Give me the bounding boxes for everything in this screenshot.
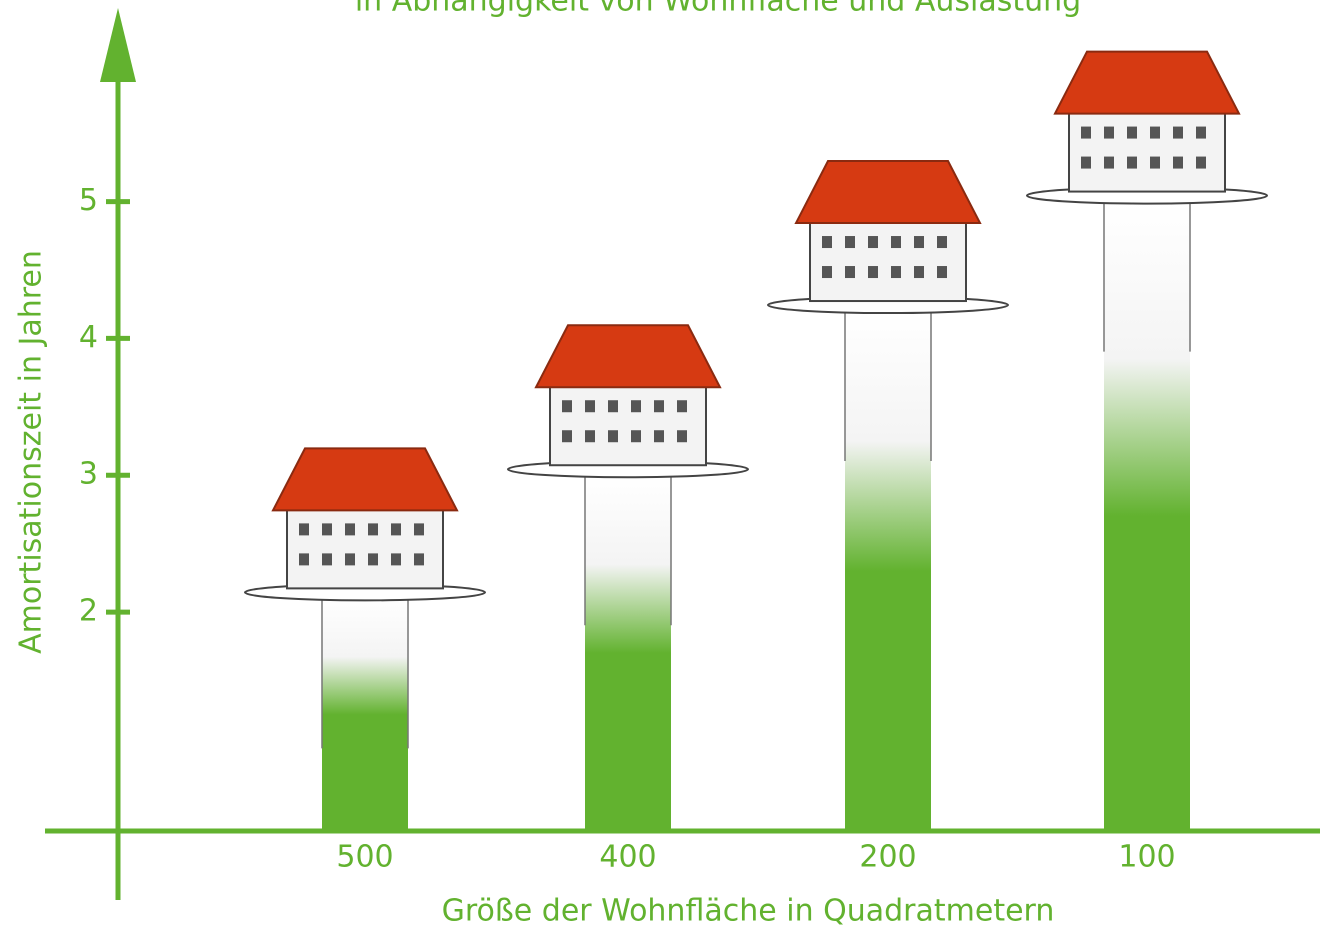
house-window <box>845 266 855 279</box>
house-window <box>368 523 378 536</box>
house-window <box>1150 126 1160 139</box>
house-window <box>1173 126 1183 139</box>
house-window <box>585 430 595 443</box>
y-tick-label: 2 <box>79 594 98 629</box>
house-window <box>891 236 901 249</box>
house-roof <box>534 324 722 389</box>
house-window <box>654 430 664 443</box>
x-axis-label: Größe der Wohnfläche in Quadratmetern <box>442 894 1055 929</box>
house-window <box>891 266 901 279</box>
house-window <box>414 523 424 536</box>
house-window <box>391 523 401 536</box>
house-window <box>937 236 947 249</box>
house-window <box>822 266 832 279</box>
house-roof <box>271 447 459 512</box>
bar <box>585 475 671 831</box>
house-wall <box>1068 105 1226 193</box>
house-window <box>677 430 687 443</box>
house-window <box>1196 126 1206 139</box>
house-window <box>631 430 641 443</box>
house-window <box>937 266 947 279</box>
y-axis-arrow <box>100 8 136 82</box>
house-window <box>1081 126 1091 139</box>
y-tick-label: 4 <box>79 320 98 355</box>
house-window <box>562 430 572 443</box>
house-window <box>1127 156 1137 169</box>
house-window <box>868 266 878 279</box>
house-window <box>631 400 641 413</box>
house-window <box>585 400 595 413</box>
bar <box>1104 201 1190 832</box>
house-window <box>1081 156 1091 169</box>
house-window <box>677 400 687 413</box>
house-window <box>822 236 832 249</box>
house-window <box>914 266 924 279</box>
x-tick-label: 200 <box>859 840 916 875</box>
house-wall <box>286 502 444 590</box>
house-window <box>845 236 855 249</box>
bar <box>322 598 408 831</box>
house-window <box>299 553 309 566</box>
bar <box>845 311 931 831</box>
y-tick-label: 5 <box>79 183 98 218</box>
house-window <box>1173 156 1183 169</box>
house-window <box>1150 156 1160 169</box>
house-window <box>654 400 664 413</box>
y-tick-label: 3 <box>79 457 98 492</box>
house-window <box>1196 156 1206 169</box>
house-roof <box>1053 50 1241 115</box>
house-window <box>299 523 309 536</box>
house-window <box>414 553 424 566</box>
house-window <box>1104 156 1114 169</box>
x-tick-label: 500 <box>336 840 393 875</box>
house-window <box>562 400 572 413</box>
house-window <box>368 553 378 566</box>
house-window <box>608 430 618 443</box>
house-window <box>1104 126 1114 139</box>
house-window <box>391 553 401 566</box>
house-window <box>608 400 618 413</box>
house-window <box>322 523 332 536</box>
house-wall <box>549 379 707 467</box>
house-window <box>914 236 924 249</box>
house-window <box>1127 126 1137 139</box>
house-window <box>868 236 878 249</box>
house-window <box>322 553 332 566</box>
x-tick-label: 400 <box>599 840 656 875</box>
house-window <box>345 553 355 566</box>
house-window <box>345 523 355 536</box>
x-tick-label: 100 <box>1118 840 1175 875</box>
chart-title: in Abhängigkeit von Wohnfläche und Ausla… <box>355 0 1081 19</box>
house-wall <box>809 215 967 303</box>
house-roof <box>794 160 982 225</box>
y-axis-label: Amortisationszeit in Jahren <box>14 250 49 654</box>
